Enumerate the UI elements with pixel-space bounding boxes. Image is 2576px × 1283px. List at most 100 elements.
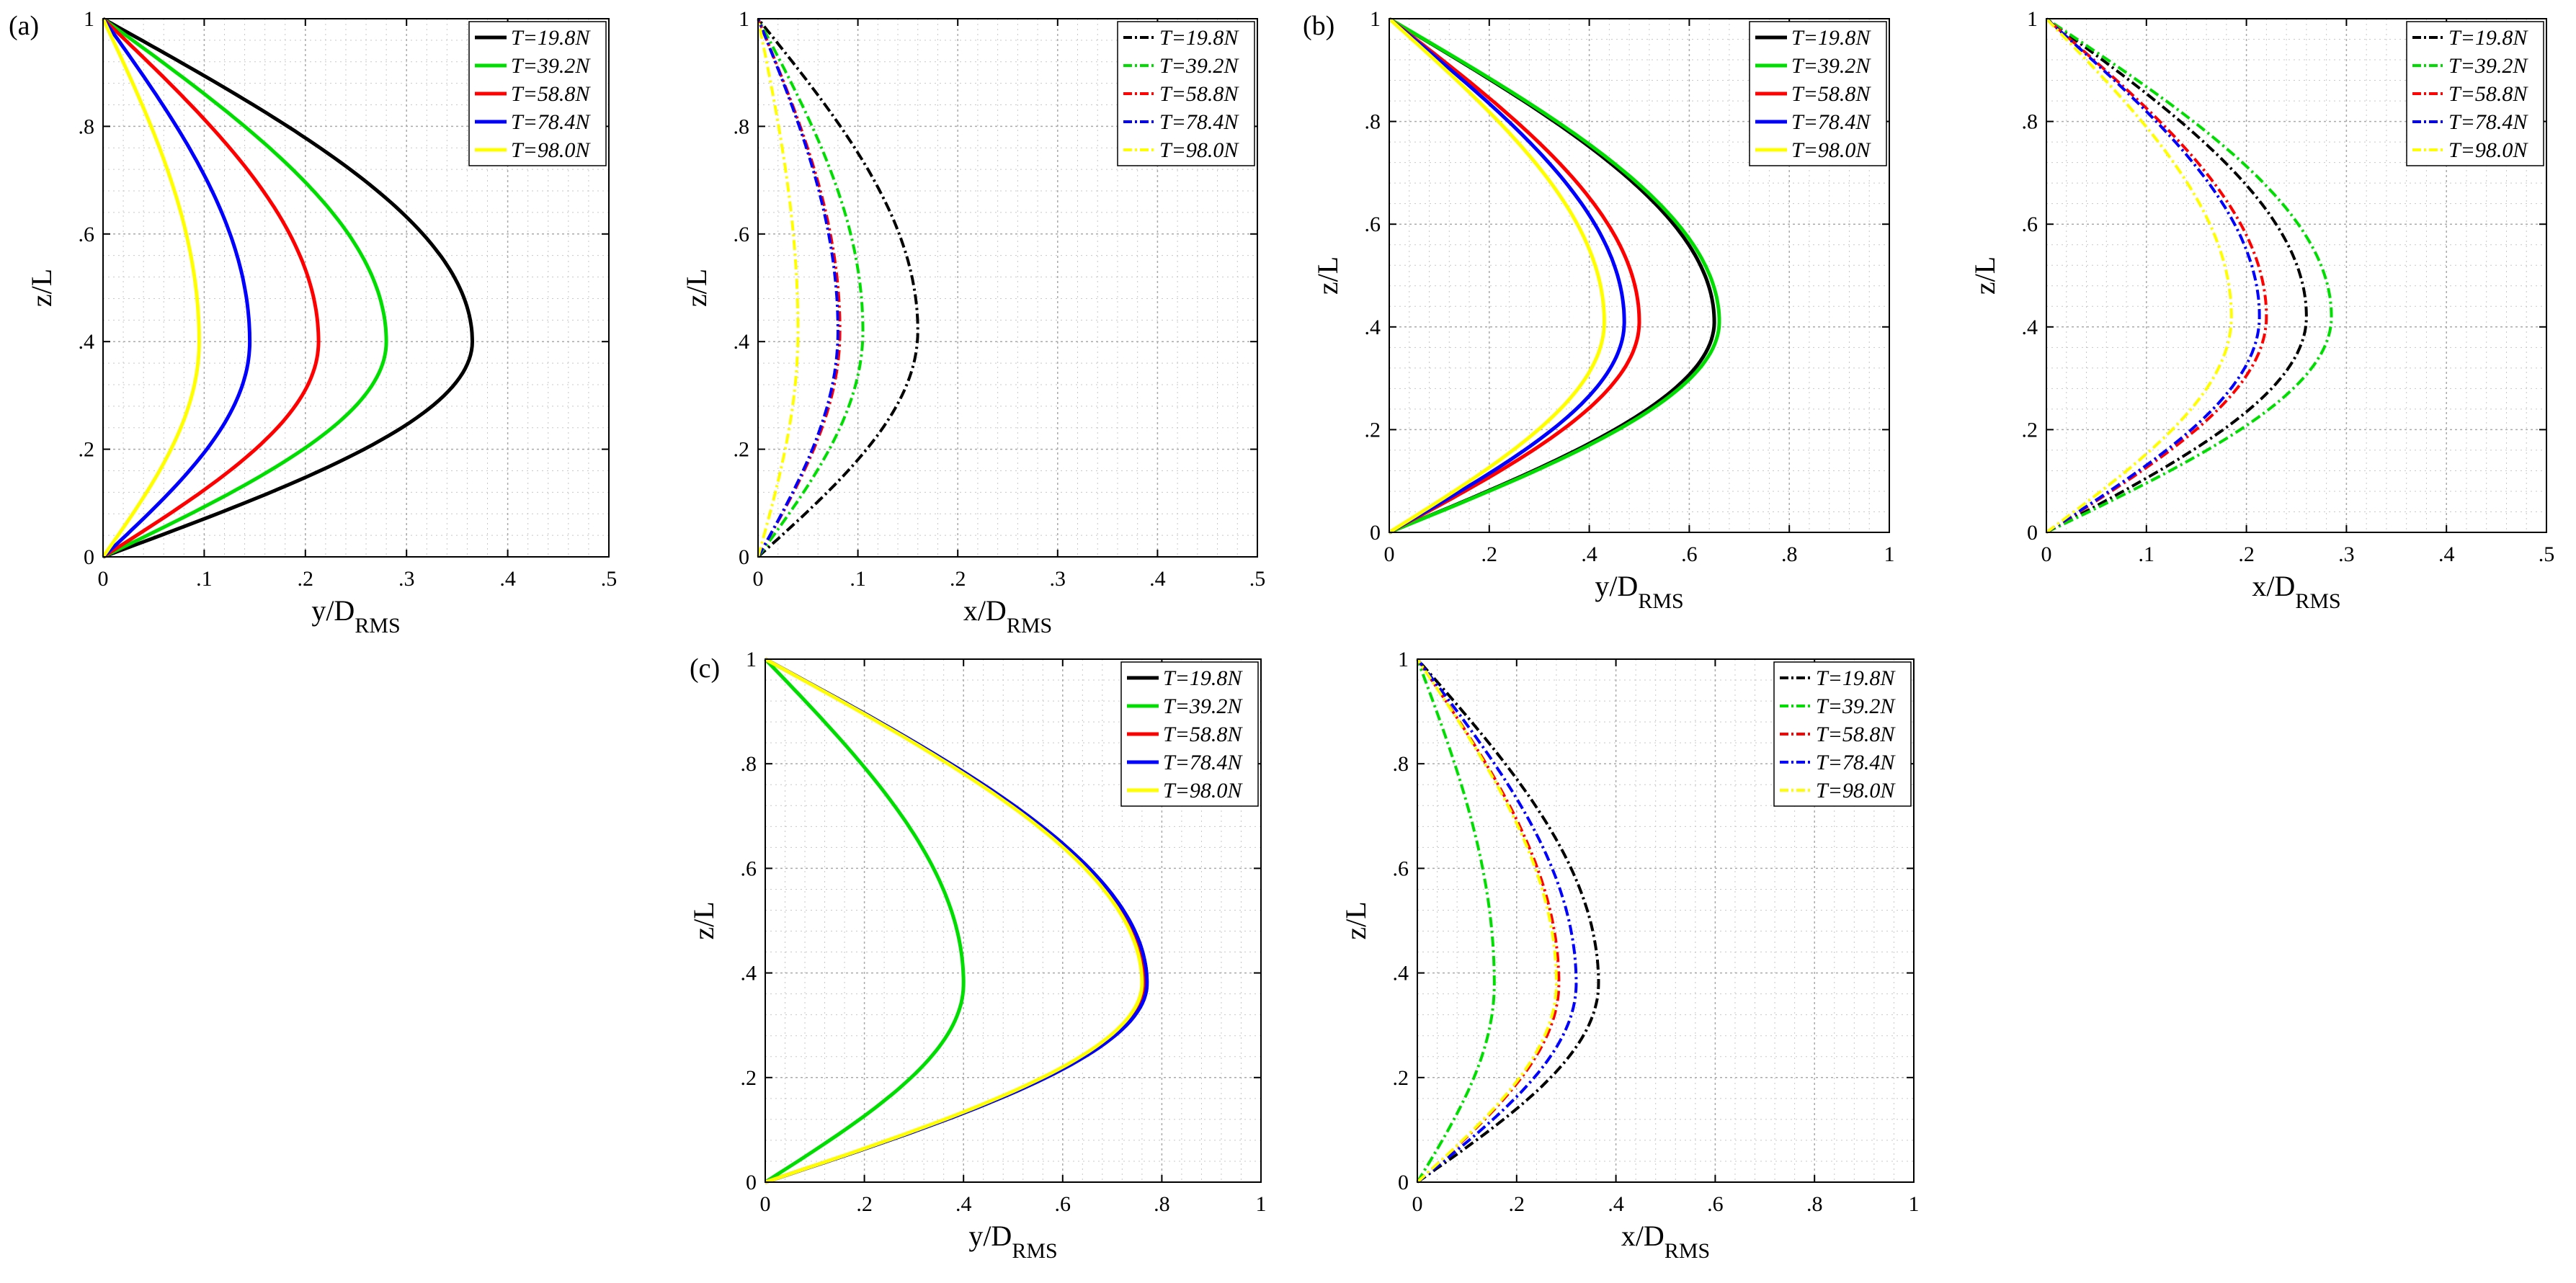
legend-entry: T=78.4N [511,110,591,134]
y-tick-label: .8 [2022,110,2038,134]
legend-entry: T=78.4N [2448,110,2528,134]
y-axis-label: z/L [680,269,713,307]
legend-entry: T=19.8N [1816,666,1896,690]
series-line [757,18,800,558]
legend-entry: T=78.4N [1159,110,1239,134]
x-tick-label: 0 [760,1192,771,1216]
series-line [757,18,839,558]
y-tick-label: 0 [2027,521,2038,545]
x-tick-label: .6 [1055,1192,1071,1216]
y-tick-label: 1 [1370,7,1381,31]
x-tick-label: .1 [196,567,213,591]
legend-entry: T=58.8N [2448,82,2528,106]
legend: T=19.8N T=39.2N T=58.8N T=78.4N T=98.0N [468,21,607,166]
x-tick-label: .5 [2539,542,2555,566]
series-line [1416,658,1600,1184]
series-line [1416,658,1558,1184]
y-tick-label: .2 [79,438,95,462]
x-axis-label-subscript: RMS [1007,614,1052,638]
x-tick-label: .4 [955,1192,972,1216]
x-axis-label-subscript: RMS [1664,1239,1710,1263]
axes-frame [102,18,610,558]
y-tick-label: .8 [79,115,95,138]
x-tick-label: .4 [2438,542,2455,566]
y-tick-label: 0 [746,1171,757,1194]
series-lines [757,17,919,558]
legend-entry: T=98.0N [1816,779,1896,803]
legend-entry: T=19.8N [1791,26,1871,50]
x-tick-label: .3 [2338,542,2355,566]
x-tick-label: .3 [398,567,415,591]
x-tick-label: .5 [1249,567,1266,591]
legend-entry: T=78.4N [1163,751,1243,774]
series-line [1388,17,1626,535]
x-tick-label: .8 [1154,1192,1170,1216]
legend: T=19.8N T=39.2N T=58.8N T=78.4N T=98.0N [1117,21,1255,166]
y-tick-label: .4 [2022,316,2038,339]
series-line [1388,17,1606,535]
axes-frame [1389,18,1890,533]
x-tick-label: .4 [1608,1192,1624,1216]
x-tick-label: 1 [1884,542,1895,566]
series-line [757,17,919,558]
series-line [757,18,865,558]
y-tick-label: .6 [2022,213,2038,236]
x-tick-label: .5 [601,567,618,591]
series-line [764,657,1144,1184]
y-tick-label: .4 [1393,962,1409,985]
y-axis-label: z/L [687,901,720,939]
series-line [1416,658,1578,1184]
series-lines [2045,17,2333,534]
y-tick-label: 1 [746,648,757,671]
series-lines [101,17,475,559]
y-tick-label: .6 [1365,213,1381,236]
legend-entry: T=39.2N [511,54,591,78]
x-tick-label: .2 [1481,542,1498,566]
y-tick-label: 1 [84,7,94,31]
series-lines [764,657,1149,1184]
legend: T=19.8N T=39.2N T=58.8N T=78.4N T=98.0N [1120,661,1259,807]
x-tick-label: 1 [1256,1192,1267,1216]
legend-entry: T=98.0N [1791,138,1871,162]
x-tick-label: .4 [1581,542,1597,566]
ticks: 0 .2 .4 .6 .8 1 0 .2 .4 .6 .8 1 [1365,7,1895,566]
y-tick-label: .2 [741,1066,757,1090]
x-tick-label: .4 [1149,567,1166,591]
y-tick-label: 0 [739,545,749,569]
x-tick-label: .1 [850,567,866,591]
x-axis-label: y/DRMS [311,594,400,638]
x-tick-label: .2 [298,567,314,591]
legend-entry: T=98.0N [511,138,591,162]
legend-entry: T=58.8N [1159,82,1239,106]
x-axis-label-subscript: RMS [2295,589,2340,613]
x-tick-label: .3 [1050,567,1066,591]
series-line [102,17,388,559]
x-tick-label: .6 [1707,1192,1724,1216]
y-tick-label: .6 [79,223,95,246]
ticks: 0 .2 .4 .6 .8 1 0 .2 .4 .6 .8 1 [741,648,1267,1216]
y-axis-label: z/L [25,269,58,307]
series-line [2045,17,2233,534]
y-tick-label: .2 [1365,418,1381,442]
y-tick-label: 0 [84,545,94,569]
y-tick-label: .6 [1393,857,1409,880]
series-line [1416,658,1496,1184]
legend-entry: T=39.2N [1159,54,1239,78]
legend-entry: T=19.8N [1163,666,1243,690]
y-tick-label: 0 [1398,1171,1409,1194]
legend-entry: T=19.8N [1159,26,1239,50]
x-tick-label: .2 [856,1192,873,1216]
legend-entry: T=58.8N [1816,723,1896,746]
legend-entry: T=39.2N [1163,694,1243,718]
x-tick-label: .2 [2238,542,2255,566]
legend-entry: T=98.0N [1159,138,1239,162]
series-line [101,17,201,558]
panel-label: (b) [1303,11,1334,41]
x-axis-label: x/DRMS [963,594,1052,638]
chart-panel-5: 0 .2 .4 .6 .8 1 0 .2 .4 .6 .8 1 y/DRMS z/L T=19.8N T=39… [687,648,1267,1263]
legend-entry: T=98.0N [1163,779,1243,803]
series-line [102,17,321,559]
legend-entry: T=78.4N [1816,751,1896,774]
axes-frame [1417,658,1915,1183]
x-tick-label: 0 [98,567,109,591]
